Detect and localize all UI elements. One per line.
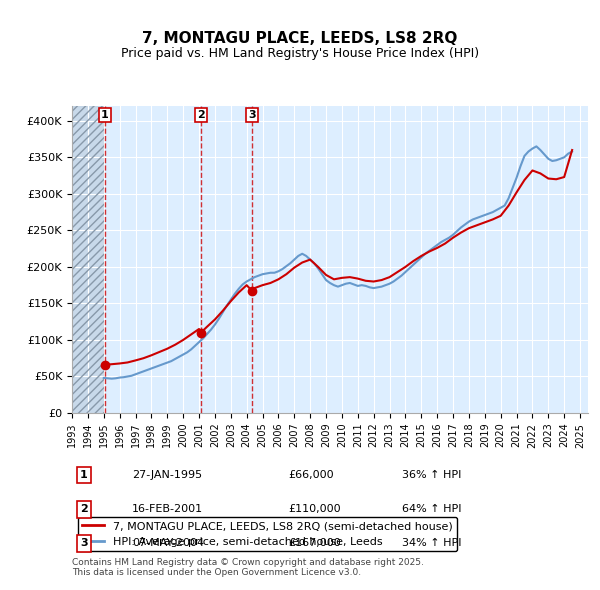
Text: 64% ↑ HPI: 64% ↑ HPI bbox=[402, 504, 461, 514]
Text: 3: 3 bbox=[80, 539, 88, 548]
Text: 27-JAN-1995: 27-JAN-1995 bbox=[132, 470, 202, 480]
Text: 34% ↑ HPI: 34% ↑ HPI bbox=[402, 539, 461, 548]
Text: 07-MAY-2004: 07-MAY-2004 bbox=[132, 539, 204, 548]
Text: 3: 3 bbox=[248, 110, 256, 120]
Text: £110,000: £110,000 bbox=[288, 504, 341, 514]
Text: Contains HM Land Registry data © Crown copyright and database right 2025.
This d: Contains HM Land Registry data © Crown c… bbox=[72, 558, 424, 577]
Text: 1: 1 bbox=[101, 110, 109, 120]
Text: 2: 2 bbox=[80, 504, 88, 514]
Legend: 7, MONTAGU PLACE, LEEDS, LS8 2RQ (semi-detached house), HPI: Average price, semi: 7, MONTAGU PLACE, LEEDS, LS8 2RQ (semi-d… bbox=[77, 517, 457, 551]
Text: 7, MONTAGU PLACE, LEEDS, LS8 2RQ: 7, MONTAGU PLACE, LEEDS, LS8 2RQ bbox=[142, 31, 458, 46]
Text: £167,000: £167,000 bbox=[288, 539, 341, 548]
Text: 2: 2 bbox=[197, 110, 205, 120]
Text: Price paid vs. HM Land Registry's House Price Index (HPI): Price paid vs. HM Land Registry's House … bbox=[121, 47, 479, 60]
Text: £66,000: £66,000 bbox=[288, 470, 334, 480]
Text: 36% ↑ HPI: 36% ↑ HPI bbox=[402, 470, 461, 480]
Bar bbox=[72, 106, 104, 413]
Text: 1: 1 bbox=[80, 470, 88, 480]
Bar bbox=[72, 106, 104, 413]
Text: 16-FEB-2001: 16-FEB-2001 bbox=[132, 504, 203, 514]
